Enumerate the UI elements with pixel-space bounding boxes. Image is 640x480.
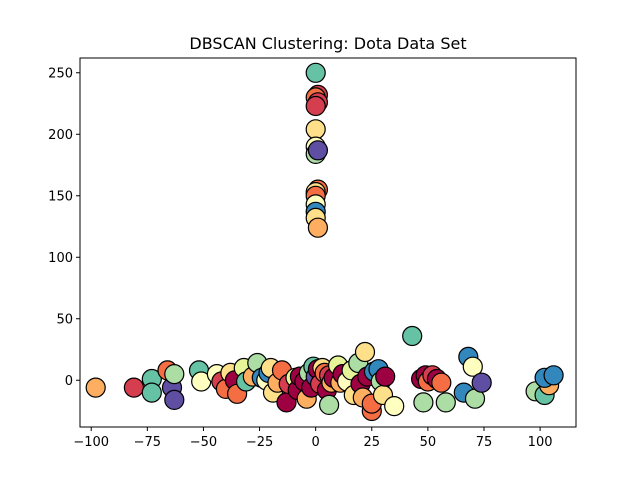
y-tick-label-1: 50: [56, 312, 73, 327]
scatter-point-90: [435, 392, 456, 413]
scatter-point-8: [307, 140, 328, 161]
x-tick-label-6: 50: [420, 435, 437, 450]
scatter-point-95: [471, 372, 492, 393]
scatter-point-18: [123, 377, 144, 398]
scatter-point-20: [141, 382, 162, 403]
x-tick-label-2: −50: [190, 435, 217, 450]
scatter-point-84: [413, 392, 434, 413]
y-tick-label-5: 250: [48, 66, 73, 81]
scatter-point-100: [543, 365, 564, 386]
scatter-point-82: [384, 396, 405, 417]
scatter-point-0: [305, 62, 326, 83]
x-tick-label-8: 100: [528, 435, 553, 450]
y-tick-label-2: 100: [48, 251, 73, 266]
x-tick-label-7: 75: [476, 435, 493, 450]
y-tick-label-3: 150: [48, 189, 73, 204]
scatter-point-4: [305, 95, 326, 117]
x-tick-label-3: −25: [246, 435, 273, 450]
y-tick-label-4: 200: [48, 128, 73, 143]
x-tick-label-1: −75: [134, 435, 161, 450]
scatter-point-24: [164, 364, 185, 385]
scatter-point-89: [431, 372, 452, 393]
scatter-point-5: [305, 119, 326, 140]
axes-layer: −100 −75 −50 −25 0 25 50 75 100 0 50 100 150 200 250: [48, 57, 577, 450]
scatter-point-60: [319, 394, 340, 415]
x-tick-label-5: 25: [363, 435, 380, 450]
points-layer: [85, 62, 564, 422]
x-tick-label-0: −100: [73, 435, 109, 450]
scatter-point-15: [307, 217, 328, 238]
scatter-point-17: [85, 377, 106, 398]
plot-frame: [79, 57, 577, 428]
scatter-point-93: [462, 356, 483, 377]
chart-title: DBSCAN Clustering: Dota Data Set: [189, 34, 466, 53]
scatter-point-81: [375, 366, 396, 387]
y-tick-label-0: 0: [65, 374, 73, 389]
scatter-point-23: [164, 389, 185, 410]
scatter-point-73: [354, 341, 376, 363]
scatter-point-16: [402, 325, 423, 347]
x-tick-label-4: 0: [312, 435, 320, 450]
